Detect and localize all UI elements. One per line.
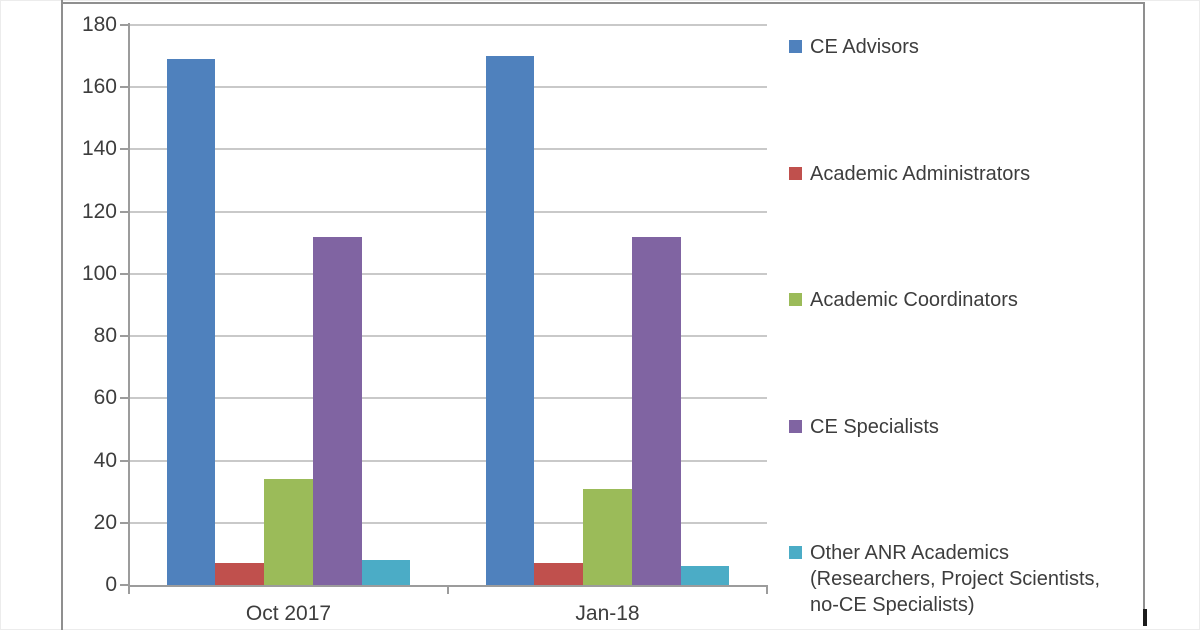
bar-ce-0-cat0	[166, 59, 216, 585]
legend-label: Academic Administrators	[810, 162, 1031, 185]
y-tick-label: 140	[81, 137, 117, 161]
gridline-20	[129, 521, 767, 524]
legend-item-1: Academic Administrators	[789, 161, 1141, 187]
y-tick-label: 160	[81, 75, 117, 99]
y-tick-mark	[120, 24, 129, 26]
y-tick-label: 20	[93, 510, 117, 534]
legend-label: CE Specialists	[810, 415, 939, 438]
bar-ce-3-cat0	[312, 236, 362, 585]
category-label: Jan-18	[575, 602, 640, 625]
y-tick-label: 0	[105, 573, 117, 596]
y-tick-mark	[120, 86, 129, 89]
legend-label: Academic Coordinators	[810, 289, 1018, 311]
bar-academic-2-cat1	[583, 488, 632, 585]
x-axis-tick-mark	[447, 585, 449, 594]
bar-academic-1-cat1	[534, 563, 584, 585]
bar-ce-0-cat1	[485, 56, 535, 585]
gridline-120	[129, 210, 767, 213]
legend-label: Other ANR Academics (Researchers, Projec…	[810, 542, 1101, 616]
y-tick-mark	[120, 272, 129, 275]
bar-academic-1-cat0	[215, 563, 265, 585]
gridline-80	[129, 335, 767, 338]
y-tick-label: 40	[93, 448, 117, 472]
gridline-100	[129, 272, 767, 275]
bar-ce-3-cat1	[631, 236, 681, 585]
legend-item-2: Academic Coordinators	[789, 287, 1141, 313]
y-tick-label: 80	[93, 324, 117, 348]
legend-swatch-icon	[789, 419, 802, 433]
legend-swatch-icon	[789, 293, 802, 306]
y-tick-mark	[120, 210, 129, 213]
y-tick-label: 60	[93, 386, 117, 410]
legend-swatch-icon	[789, 166, 802, 180]
y-tick-label: 180	[81, 13, 117, 36]
chart-frame-right	[1143, 2, 1145, 620]
legend-item-4: Other ANR Academics (Researchers, Projec…	[789, 540, 1141, 618]
legend-swatch-icon	[789, 546, 802, 559]
bar-other-4-cat1	[680, 566, 730, 585]
gridline-140	[129, 148, 767, 151]
gridline-60	[129, 397, 767, 400]
legend-item-0: CE Advisors	[789, 34, 1141, 60]
y-axis-line	[128, 23, 130, 594]
category-label: Oct 2017	[245, 602, 332, 625]
y-tick-mark	[120, 459, 129, 462]
legend-swatch-icon	[789, 40, 802, 53]
frame-corner-mark	[1143, 609, 1147, 626]
bar-academic-2-cat0	[264, 479, 313, 585]
y-tick-mark	[120, 335, 129, 338]
chart-frame-top	[61, 2, 1145, 4]
legend: CE Advisors Academic Administrators Academ…	[789, 34, 1141, 618]
legend-label: CE Advisors	[810, 36, 919, 58]
y-tick-mark	[120, 397, 129, 400]
y-tick-mark	[120, 148, 129, 151]
x-axis-tick-mark	[128, 585, 130, 594]
y-tick-mark	[120, 584, 129, 586]
legend-item-3: CE Specialists	[789, 414, 1141, 440]
bar-other-4-cat0	[361, 560, 411, 585]
y-tick-mark	[120, 521, 129, 524]
y-tick-label: 100	[81, 261, 117, 285]
gridline-180	[129, 24, 767, 26]
chart-frame-left	[61, 0, 63, 630]
x-axis-tick-mark	[766, 585, 768, 594]
y-tick-label: 120	[81, 199, 117, 223]
gridline-40	[129, 459, 767, 462]
gridline-160	[129, 86, 767, 89]
